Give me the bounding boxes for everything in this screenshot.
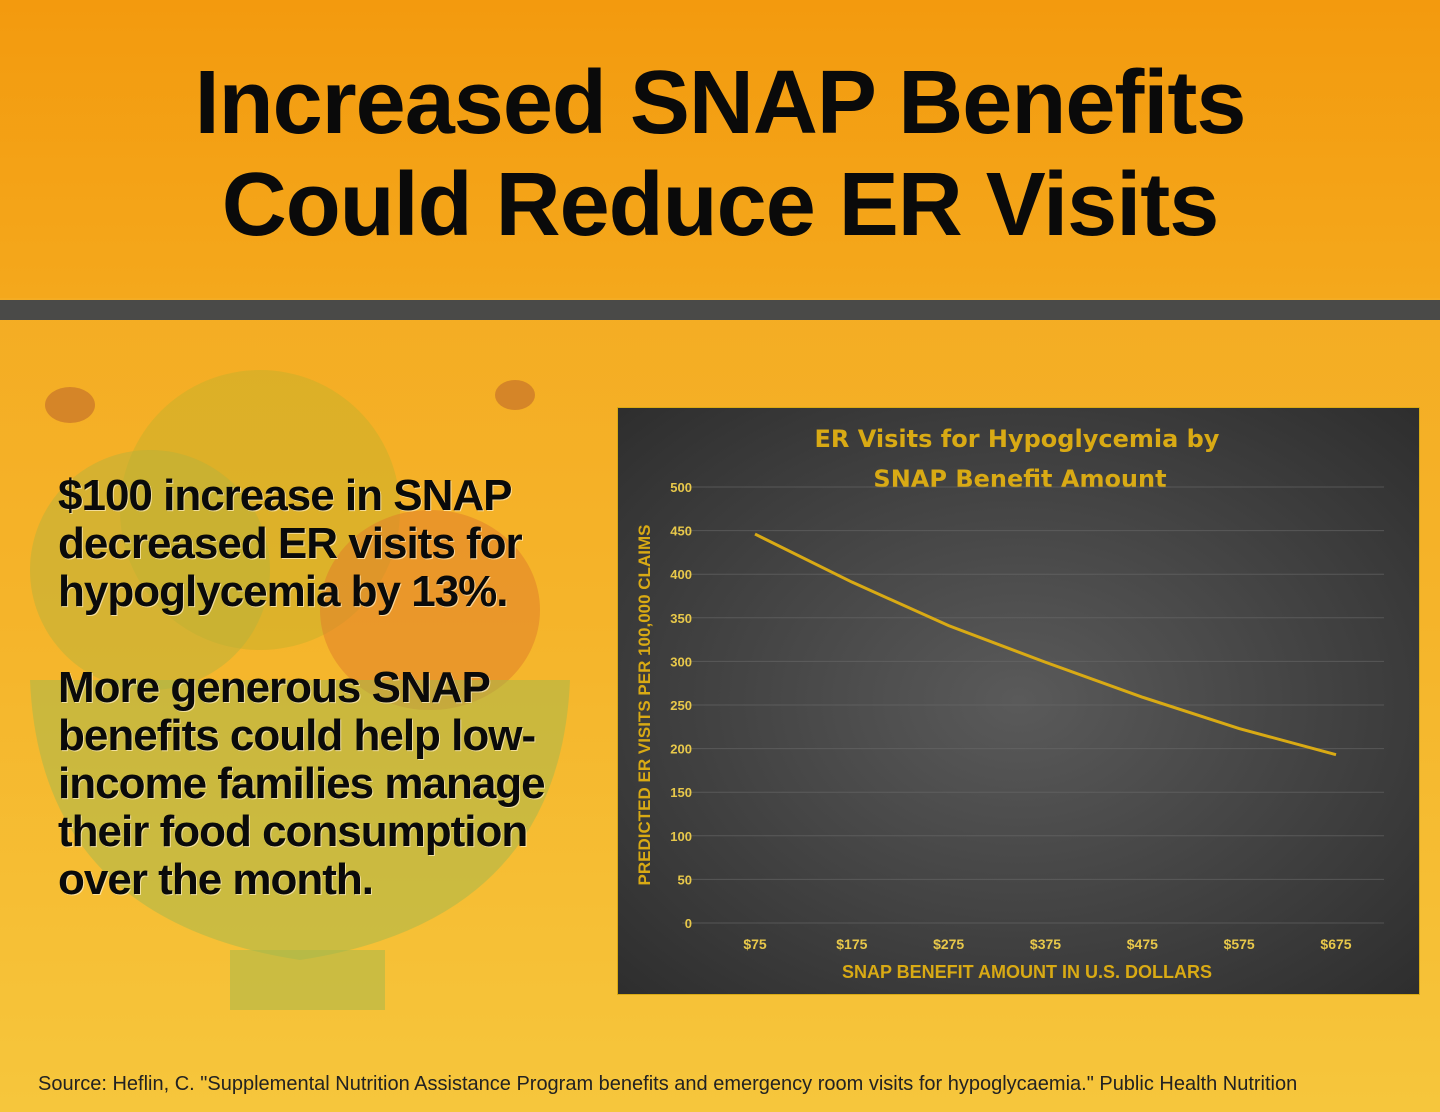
chart-title-line-1: ER Visits for Hypoglycemia by	[815, 425, 1220, 453]
series-line	[754, 532, 1337, 757]
y-tick-label: 400	[670, 567, 692, 582]
x-tick-label: $675	[1320, 936, 1351, 952]
y-tick-label: 250	[670, 698, 692, 713]
y-tick-label: 300	[670, 654, 692, 669]
y-tick-label: 350	[670, 611, 692, 626]
x-tick-label: $375	[1030, 936, 1061, 952]
divider	[0, 300, 1440, 320]
y-tick-label: 200	[670, 742, 692, 757]
summary-text: $100 increase in SNAP decreased ER visit…	[58, 472, 618, 952]
y-tick-label: 500	[670, 480, 692, 495]
food-bowl-illustration	[30, 370, 570, 1010]
title-line-2: Could Reduce ER Visits	[221, 155, 1220, 255]
x-tick-label: $75	[743, 936, 767, 952]
y-tick-label: 450	[670, 524, 692, 539]
x-tick-label: $275	[933, 936, 964, 952]
y-tick-label: 150	[670, 785, 692, 800]
y-tick-label: 0	[685, 916, 692, 931]
x-tick-label: $575	[1224, 936, 1255, 952]
finding-paragraph: $100 increase in SNAP decreased ER visit…	[58, 471, 523, 616]
chart-background	[617, 407, 1420, 995]
y-tick-label: 50	[678, 872, 692, 887]
header-band: Increased SNAP Benefits Could Reduce ER …	[0, 0, 1440, 298]
title-line-1: Increased SNAP Benefits	[194, 53, 1247, 153]
x-tick-label: $175	[836, 936, 867, 952]
x-axis-label: SNAP BENEFIT AMOUNT IN U.S. DOLLARS	[842, 962, 1212, 982]
y-tick-label: 100	[670, 829, 692, 844]
source-citation: Source: Heflin, C. "Supplemental Nutriti…	[38, 1073, 1298, 1095]
x-tick-label: $475	[1127, 936, 1158, 952]
line-chart: ER Visits for Hypoglycemia by SNAP Benef…	[617, 407, 1420, 995]
chart-title-line-2: SNAP Benefit Amount	[873, 465, 1166, 493]
page-title: Increased SNAP Benefits Could Reduce ER …	[0, 52, 1440, 256]
implication-paragraph: More generous SNAP benefits could help l…	[58, 663, 546, 904]
y-axis-label: PREDICTED ER VISITS PER 100,000 CLAIMS	[635, 525, 654, 886]
